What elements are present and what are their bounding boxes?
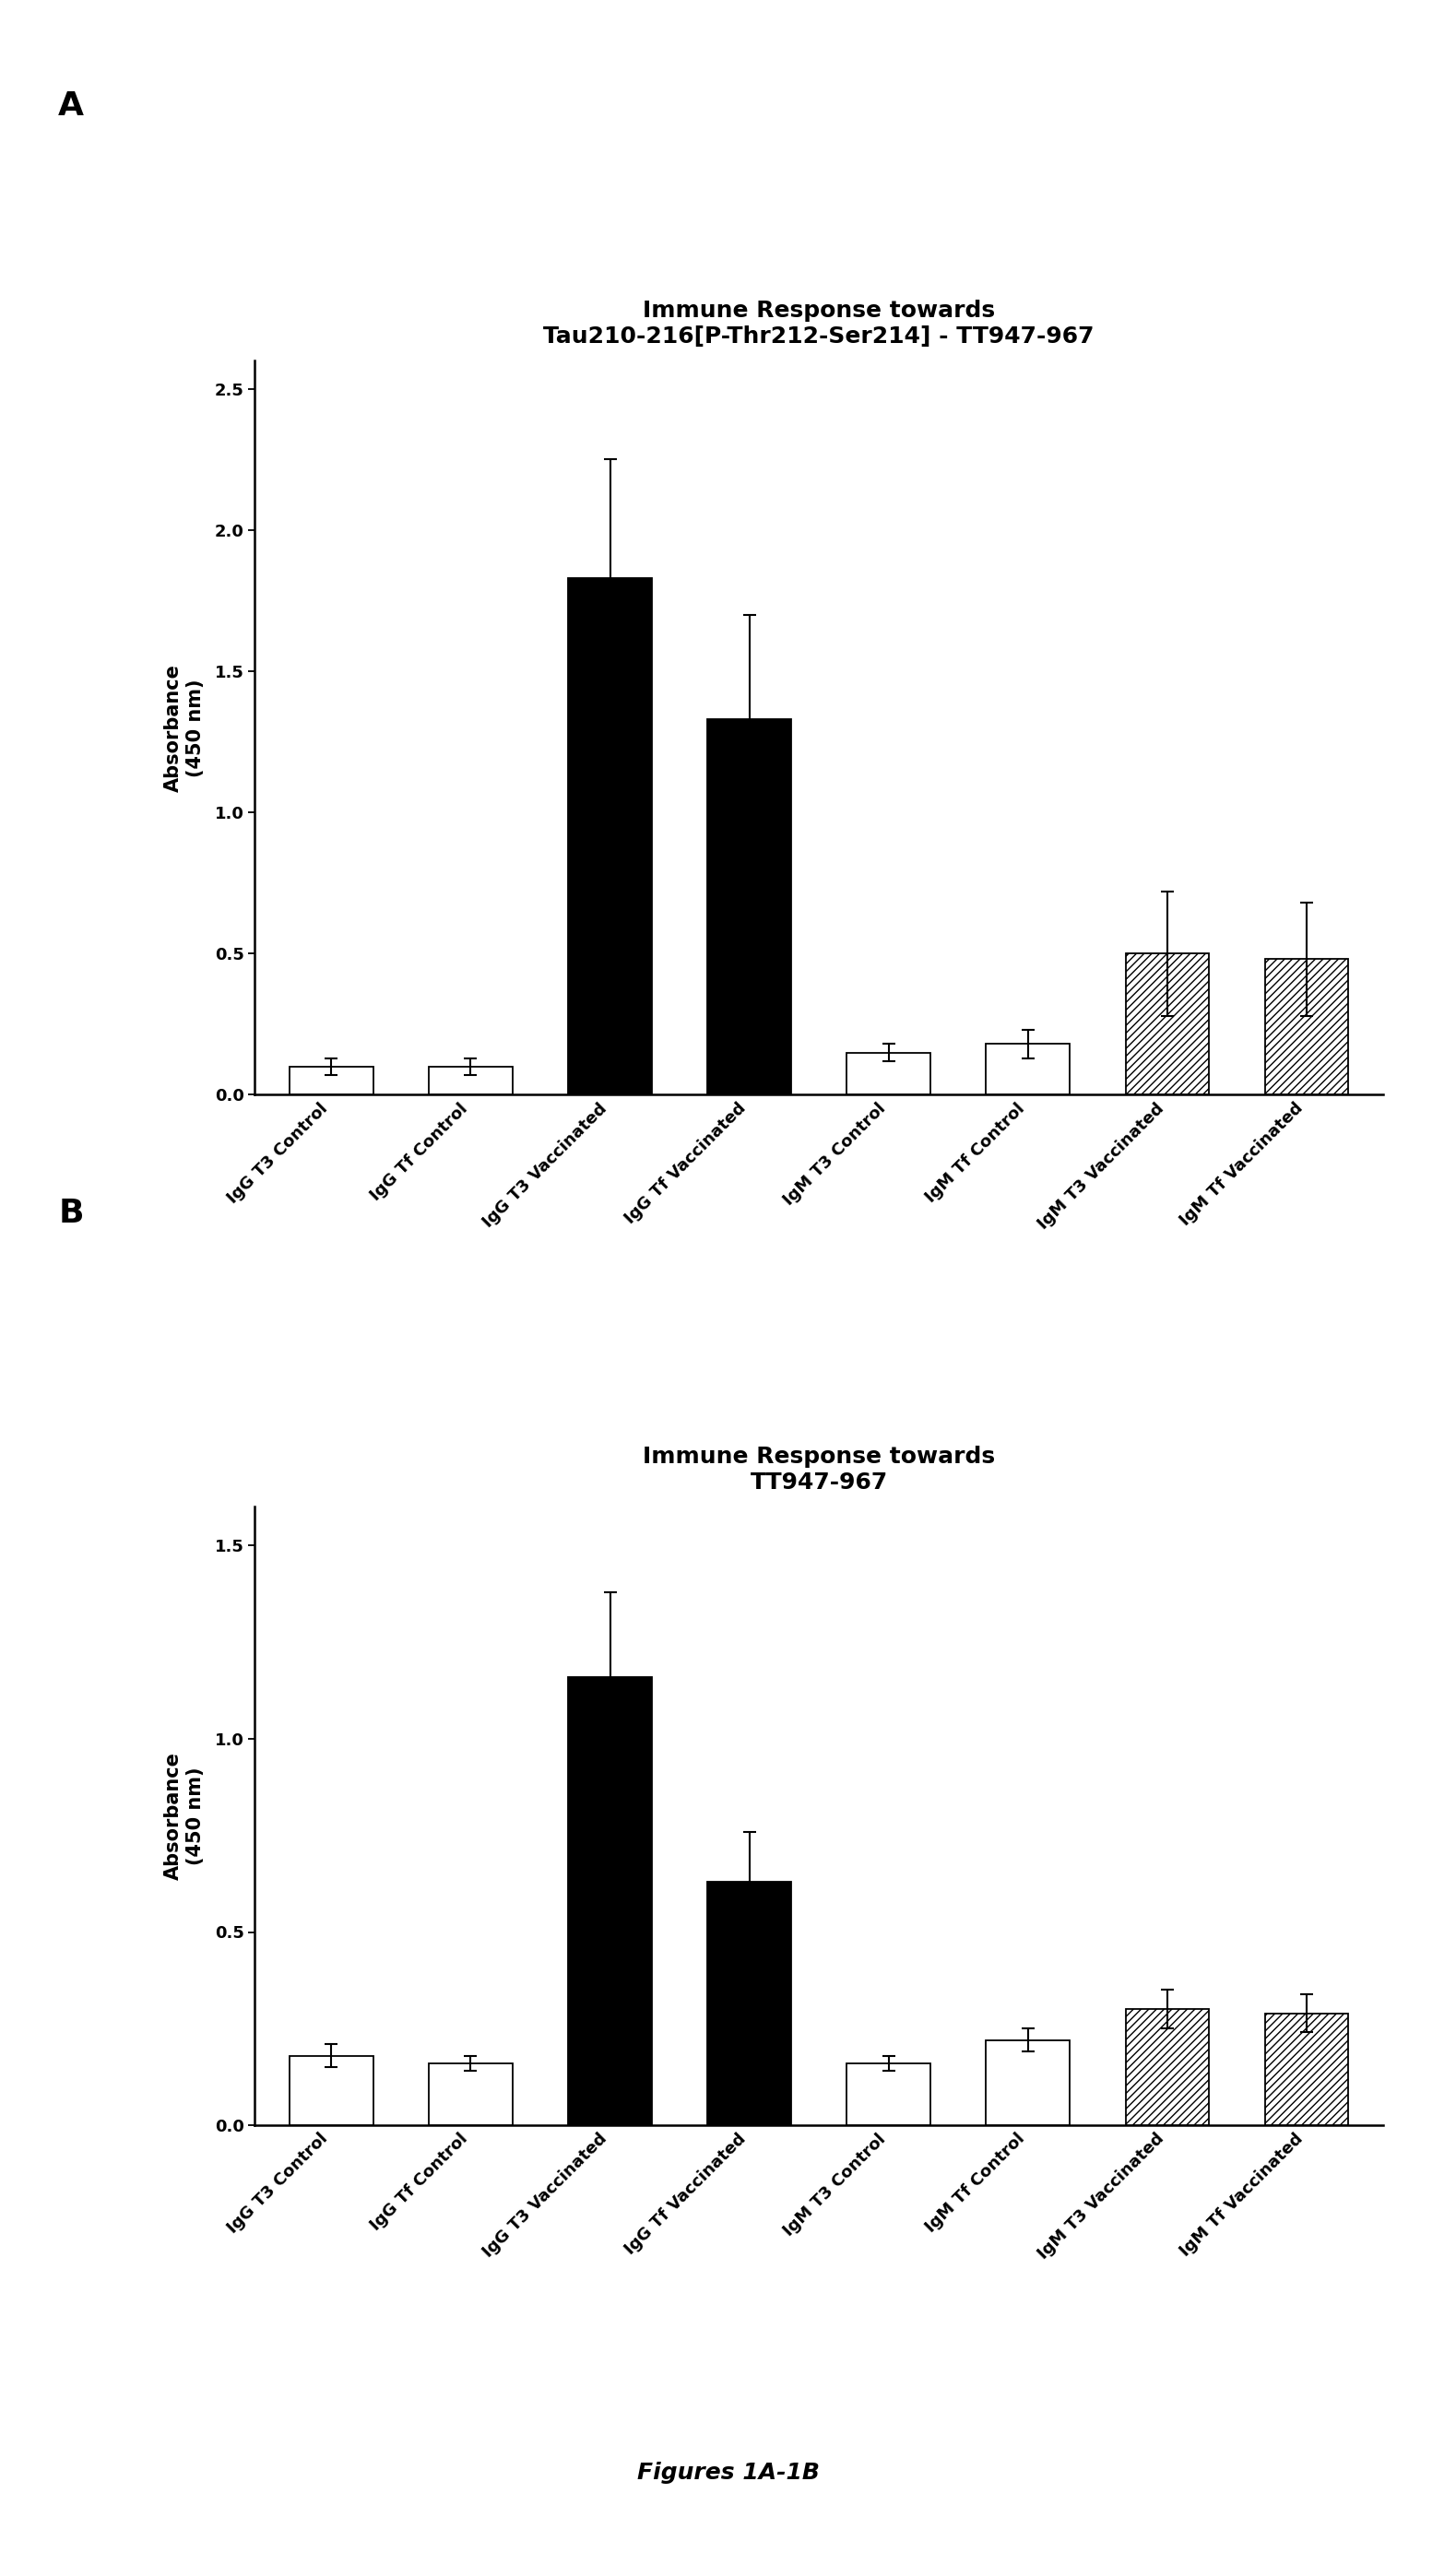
Bar [847, 1054, 930, 1095]
Text: Figures 1A-1B: Figures 1A-1B [636, 2463, 820, 2483]
Bar [290, 1066, 373, 1095]
Bar [708, 1880, 791, 2125]
Bar [847, 2063, 930, 2125]
Bar [986, 2040, 1070, 2125]
Bar [986, 1043, 1070, 1095]
Bar [430, 1066, 513, 1095]
Y-axis label: Absorbance
(450 nm): Absorbance (450 nm) [165, 665, 204, 791]
Title: Immune Response towards
TT947-967: Immune Response towards TT947-967 [642, 1445, 996, 1494]
Bar [568, 577, 652, 1095]
Text: A: A [58, 90, 84, 121]
Title: Immune Response towards
Tau210-216[P-Thr212-Ser214] - TT947-967: Immune Response towards Tau210-216[P-Thr… [543, 299, 1095, 348]
Bar [1125, 2009, 1208, 2125]
Bar [430, 2063, 513, 2125]
Bar [290, 2056, 373, 2125]
Bar [708, 719, 791, 1095]
Bar [1265, 958, 1348, 1095]
Bar [568, 1677, 652, 2125]
Bar [1125, 953, 1208, 1095]
Text: B: B [58, 1198, 83, 1229]
Bar [1265, 2014, 1348, 2125]
Y-axis label: Absorbance
(450 nm): Absorbance (450 nm) [165, 1752, 204, 1880]
